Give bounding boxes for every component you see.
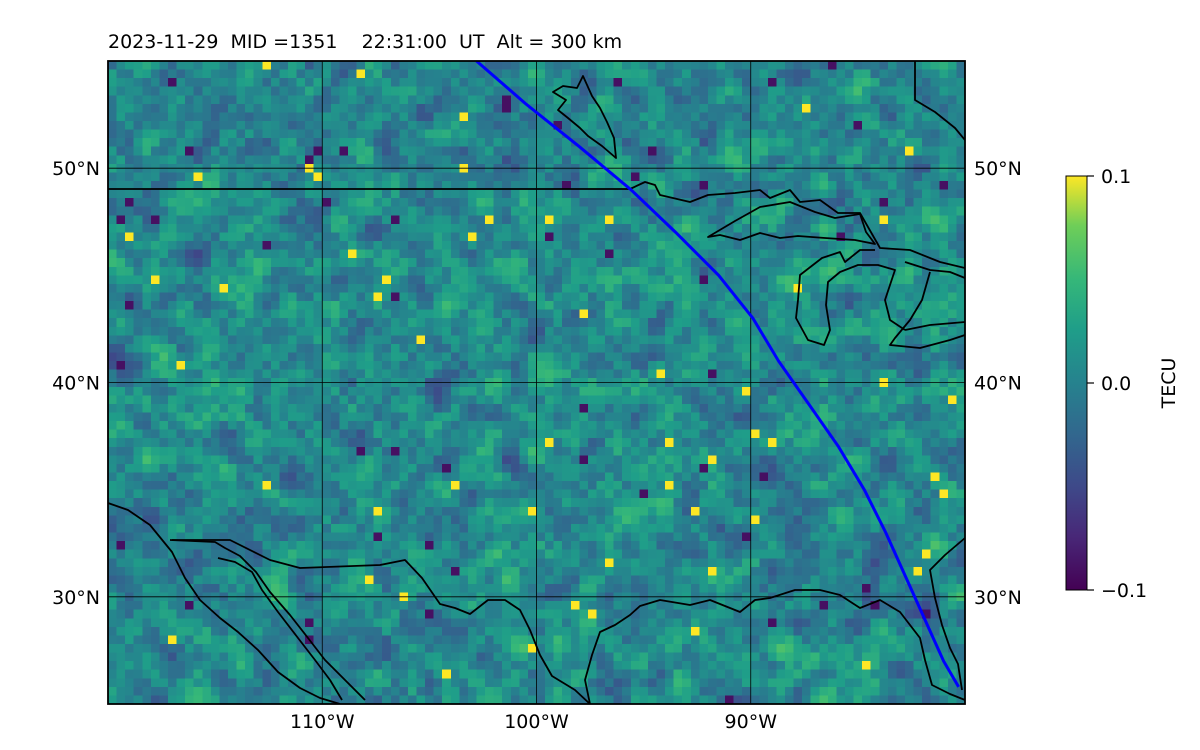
lon-tick-label: 110°W: [290, 711, 355, 733]
lat-tick-label-right: 30°N: [974, 587, 1022, 609]
figure-title: 2023-11-29 MID =1351 22:31:00 UT Alt = 3…: [108, 31, 622, 53]
gulf-of-mexico-coast: [584, 589, 965, 704]
lake-huron-erie: [889, 261, 965, 349]
lat-tick-label-left: 50°N: [52, 158, 100, 180]
lon-tick-label: 90°W: [725, 711, 778, 733]
satellite-track: [475, 61, 960, 688]
colorbar-label: TECU: [1158, 358, 1180, 410]
lat-tick-label-left: 40°N: [52, 373, 100, 395]
lake-winnipeg: [552, 75, 617, 159]
lon-tick-label: 100°W: [504, 711, 569, 733]
us-mexico-border: [172, 539, 591, 704]
map-frame: [107, 60, 966, 705]
florida-peninsula: [929, 537, 965, 691]
colorbar-tick-label: −0.1: [1101, 580, 1147, 602]
lat-tick-label-left: 30°N: [52, 587, 100, 609]
colorbar: 0.1 0.0 −0.1 TECU: [1065, 166, 1180, 602]
colorbar-ticks: 0.1 0.0 −0.1: [1087, 166, 1147, 602]
map-tick-labels: 50°N 50°N 40°N 40°N 30°N 30°N 110°W 100°W 90°W: [52, 158, 1022, 733]
pacific-mexico-coast: [108, 502, 341, 704]
lat-tick-label-right: 40°N: [974, 373, 1022, 395]
colorbar-tick-label: 0.1: [1101, 166, 1131, 188]
lat-tick-label-right: 50°N: [974, 158, 1022, 180]
great-lakes-shore: [629, 181, 965, 269]
coastlines-borders: [108, 61, 965, 704]
colorbar-gradient: [1065, 175, 1088, 591]
colorbar-tick-label: 0.0: [1101, 373, 1131, 395]
graticule: [108, 61, 965, 704]
lake-superior: [707, 201, 876, 245]
gulf-of-california: [169, 539, 366, 701]
baja-california: [217, 557, 343, 701]
hudson-bay-coast: [914, 61, 965, 141]
lake-michigan: [795, 249, 906, 346]
map-panel: 50°N 50°N 40°N 40°N 30°N 30°N 110°W 100°W 90°W: [52, 60, 1022, 733]
